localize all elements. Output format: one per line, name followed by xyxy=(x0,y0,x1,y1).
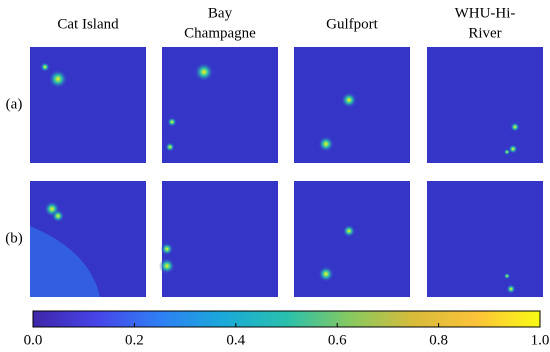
heatmap-hotspot xyxy=(48,69,68,89)
column-title: Cat Island xyxy=(57,16,119,32)
column-title: WHU-Hi- xyxy=(455,5,516,21)
colorbar-tick-label: 0.8 xyxy=(429,332,448,348)
row-label: (b) xyxy=(5,230,23,246)
colorbar xyxy=(32,310,541,328)
heatmap-hotspot xyxy=(165,142,175,152)
heatmap-panel xyxy=(427,47,543,163)
heatmap-hotspot xyxy=(160,242,174,256)
colorbar-tick-label: 1.0 xyxy=(531,332,550,348)
heatmap-panel xyxy=(162,181,278,297)
column-title: Gulfport xyxy=(326,16,378,32)
heatmap-hotspot xyxy=(506,284,516,294)
heatmap-hotspot xyxy=(318,266,334,282)
heatmap-texture xyxy=(30,226,100,297)
heatmap-hotspot xyxy=(159,258,175,274)
heatmap-hotspot xyxy=(508,144,518,154)
heatmap-hotspot xyxy=(40,62,50,72)
heatmap-hotspot xyxy=(503,148,511,156)
heatmap-hotspot xyxy=(342,224,356,238)
heatmap-hotspot xyxy=(341,92,357,108)
heatmap-hotspot xyxy=(503,272,511,280)
heatmap-hotspot xyxy=(51,209,65,223)
colorbar-tick-label: 0.6 xyxy=(328,332,347,348)
column-title: River xyxy=(468,25,501,41)
heatmap-panel xyxy=(427,181,543,297)
heatmap-hotspot xyxy=(318,136,334,152)
column-title: Bay xyxy=(208,5,233,21)
heatmap-panel xyxy=(162,47,278,163)
heatmap-panel xyxy=(294,181,410,297)
heatmap-hotspot xyxy=(167,117,177,127)
heatmap-hotspot xyxy=(510,122,520,132)
colorbar-tick-label: 0.0 xyxy=(24,332,43,348)
column-title: Champagne xyxy=(184,25,256,41)
colorbar-tick-label: 0.2 xyxy=(125,332,144,348)
colorbar-tick-label: 0.4 xyxy=(226,332,245,348)
heatmap-hotspot xyxy=(194,62,214,82)
row-label: (a) xyxy=(6,96,23,112)
